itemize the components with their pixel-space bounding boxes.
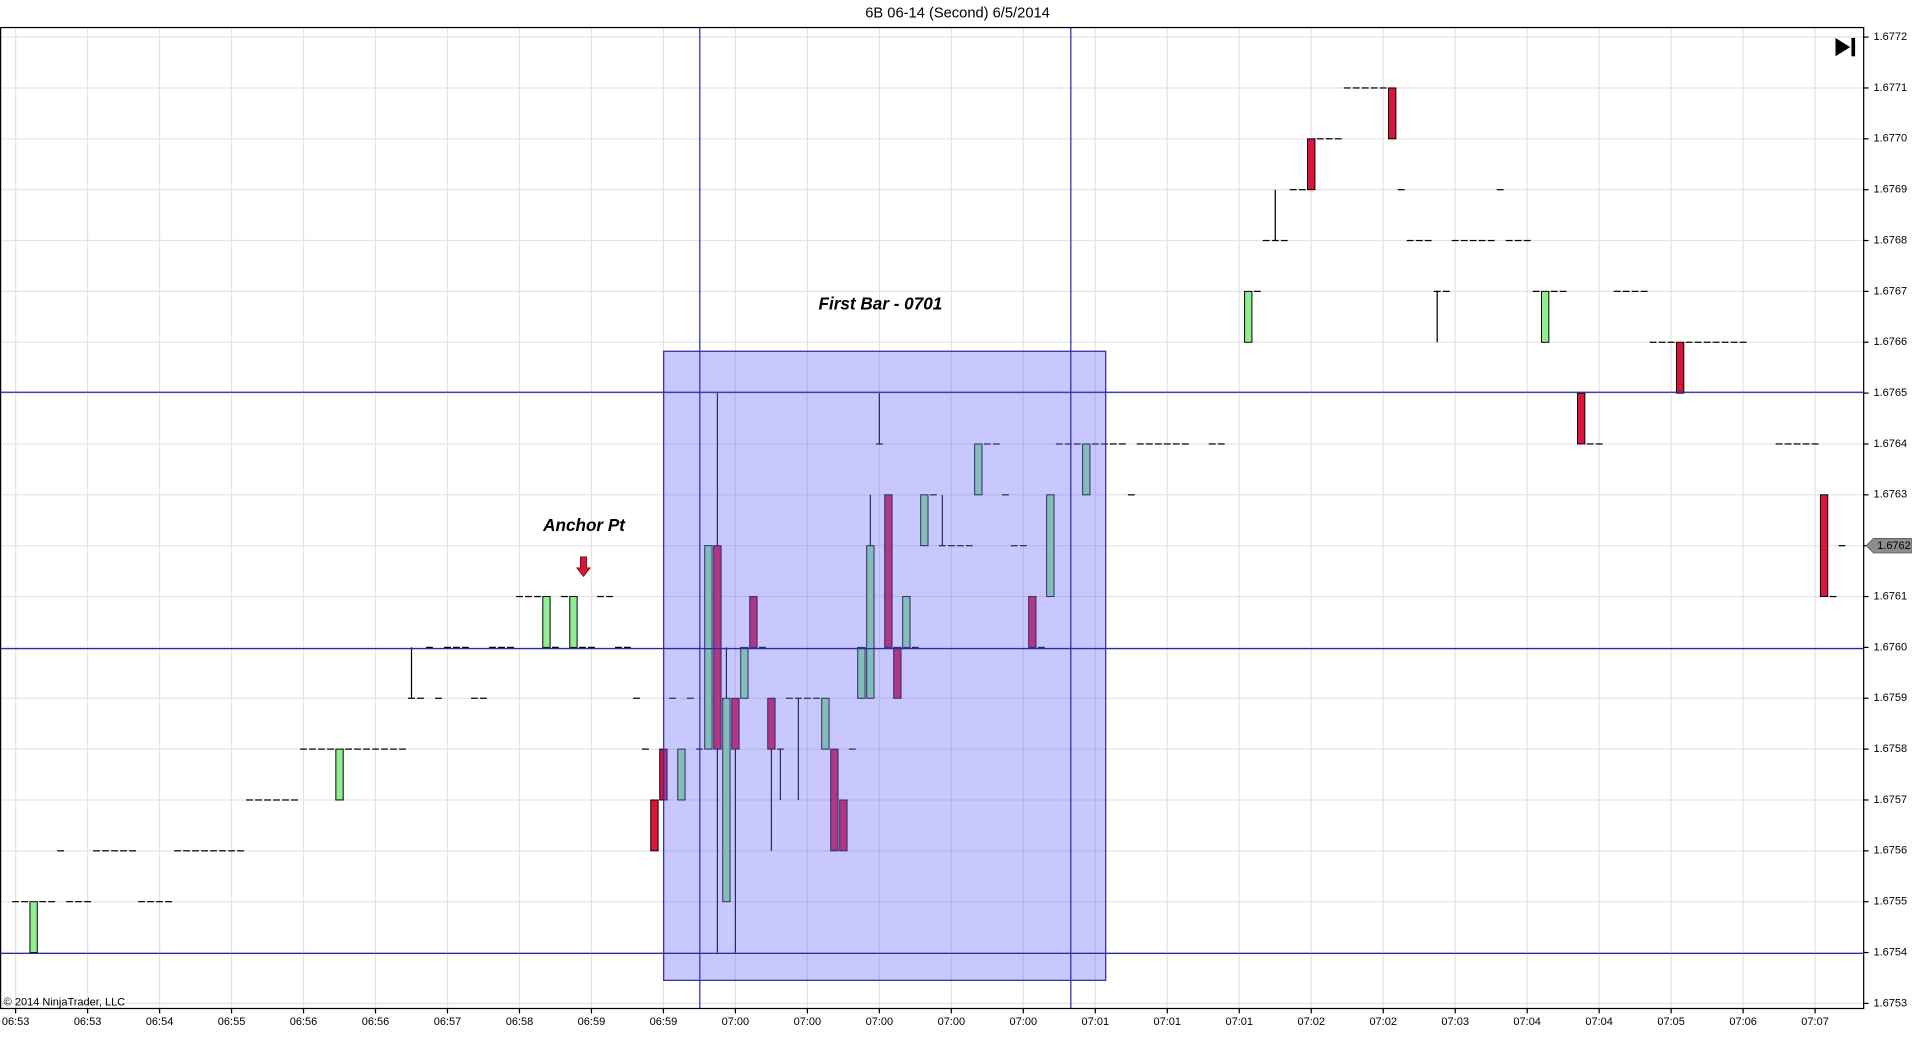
y-tick-label: 1.6772	[1873, 31, 1907, 43]
candle-body	[713, 545, 722, 750]
candle-body	[839, 799, 848, 852]
y-tick-label: 1.6766	[1873, 336, 1907, 348]
x-tick-label: 06:56	[290, 1016, 318, 1028]
candle-body	[569, 596, 578, 648]
y-tick-label: 1.6768	[1873, 234, 1907, 246]
candle-body	[1576, 392, 1586, 445]
scroll-end-button[interactable]	[1835, 37, 1856, 57]
x-tick-label: 07:05	[1657, 1016, 1685, 1028]
candle-body	[1307, 138, 1316, 191]
x-tick-label: 06:53	[74, 1016, 102, 1028]
y-tick-label: 1.6770	[1873, 133, 1907, 145]
candle-body	[1082, 443, 1091, 496]
candle-body	[1244, 290, 1253, 343]
last-price-label: 1.6762	[1877, 540, 1911, 552]
x-tick-label: 07:03	[1441, 1016, 1469, 1028]
x-tick-label: 06:57	[434, 1016, 462, 1028]
y-tick-label: 1.6761	[1873, 590, 1907, 602]
candle-body	[1541, 290, 1550, 343]
x-tick-label: 07:01	[1082, 1016, 1110, 1028]
candle-body	[677, 748, 686, 801]
candle-body	[1388, 87, 1397, 140]
y-tick-label: 1.6758	[1873, 743, 1907, 755]
candle-body	[974, 443, 983, 496]
candle-body	[740, 646, 749, 699]
annotation: First Bar - 0701	[819, 293, 943, 313]
y-tick-label: 1.6764	[1873, 438, 1907, 450]
x-tick-label: 06:59	[578, 1016, 606, 1028]
x-tick-label: 06:58	[506, 1016, 534, 1028]
y-tick-label: 1.6757	[1873, 794, 1907, 806]
plot-border	[0, 26, 1865, 1010]
y-tick-label: 1.6763	[1873, 489, 1907, 501]
candle-body	[902, 596, 911, 648]
candle-body	[1675, 341, 1685, 394]
x-tick-label: 07:00	[794, 1016, 822, 1028]
x-tick-label: 07:07	[1801, 1016, 1829, 1028]
x-tick-label: 06:54	[146, 1016, 174, 1028]
annotation: Anchor Pt	[542, 515, 626, 535]
y-tick-label: 1.6767	[1873, 285, 1907, 297]
x-tick-label: 07:00	[866, 1016, 894, 1028]
anchor-arrow	[575, 556, 591, 578]
x-tick-label: 07:01	[1154, 1016, 1182, 1028]
x-tick-label: 07:00	[1010, 1016, 1038, 1028]
candle-body	[1046, 494, 1055, 598]
candle-body	[1028, 596, 1037, 648]
last-price-marker	[1865, 537, 1912, 554]
y-tick-label: 1.6759	[1873, 692, 1907, 704]
x-tick-label: 06:59	[650, 1016, 678, 1028]
candle-body	[542, 596, 551, 648]
candle-body	[722, 697, 731, 903]
x-tick-label: 06:56	[362, 1016, 390, 1028]
candle-body	[704, 545, 713, 750]
candle-body	[821, 697, 830, 750]
candle-body	[857, 646, 866, 699]
candle-body	[920, 494, 929, 547]
candle-body	[1819, 494, 1829, 598]
y-tick-label: 1.6765	[1873, 387, 1907, 399]
y-tick-label: 1.6756	[1873, 845, 1907, 857]
y-tick-label: 1.6754	[1873, 946, 1907, 958]
x-tick-label: 07:04	[1585, 1016, 1613, 1028]
candle-body	[767, 697, 776, 750]
x-tick-label: 07:00	[722, 1016, 750, 1028]
candle-body	[650, 799, 659, 852]
x-tick-label: 07:00	[938, 1016, 966, 1028]
y-tick-label: 1.6753	[1873, 997, 1907, 1009]
x-tick-label: 07:04	[1513, 1016, 1541, 1028]
candle-body	[830, 748, 839, 852]
x-tick-label: 07:02	[1369, 1016, 1397, 1028]
candle-body	[731, 697, 740, 750]
candle-body	[866, 545, 875, 699]
x-tick-label: 06:53	[2, 1016, 30, 1028]
x-tick-label: 07:01	[1225, 1016, 1253, 1028]
x-tick-label: 06:55	[218, 1016, 246, 1028]
candle-body	[29, 901, 38, 954]
x-tick-label: 07:06	[1729, 1016, 1757, 1028]
candle-body	[749, 596, 758, 648]
y-tick-label: 1.6755	[1873, 896, 1907, 908]
y-tick-label: 1.6771	[1873, 82, 1907, 94]
play-icon-bar[interactable]	[1851, 37, 1856, 57]
x-tick-label: 07:02	[1297, 1016, 1325, 1028]
candle-body	[335, 748, 344, 801]
drawing-objects: Anchor Pt First Bar - 0701	[0, 26, 1864, 1009]
copyright: © 2014 NinjaTrader, LLC	[4, 996, 126, 1008]
highlight-region	[663, 350, 1107, 981]
y-tick-label: 1.6769	[1873, 184, 1907, 196]
chart-title: 6B 06-14 (Second) 6/5/2014	[865, 5, 1050, 21]
y-tick-label: 1.6760	[1873, 641, 1907, 653]
play-icon[interactable]	[1835, 37, 1851, 57]
candle-body	[884, 494, 893, 648]
candle-body	[893, 646, 902, 699]
axes: 1.6753 1.6754 1.6755 1.6756 1.6757 1.6758 1.67…	[2, 31, 1912, 1028]
